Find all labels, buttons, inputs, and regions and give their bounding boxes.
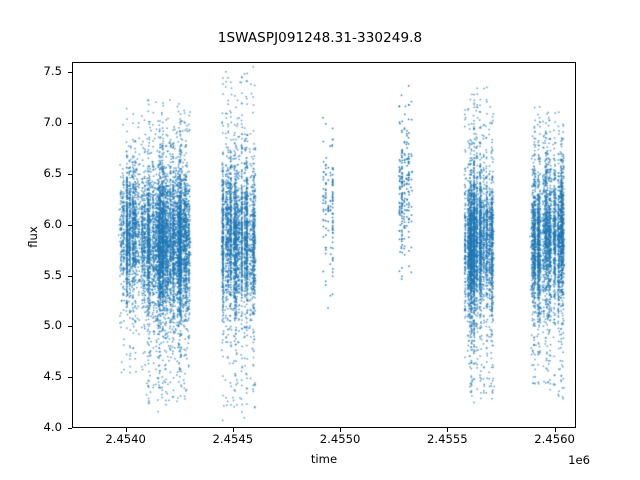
x-tick-label: 2.4555 <box>427 432 468 446</box>
scatter-points-layer <box>73 63 575 427</box>
x-axis-label: time <box>310 452 338 466</box>
chart-title: 1SWASPJ091248.31-330249.8 <box>217 30 423 46</box>
y-tick-mark <box>68 377 72 379</box>
y-axis-label: flux <box>26 226 40 248</box>
y-tick-label: 4.5 <box>43 369 62 384</box>
x-tick-label: 2.4560 <box>534 432 575 446</box>
y-tick-label: 6.0 <box>43 216 62 231</box>
x-tick-label: 2.4540 <box>105 432 146 446</box>
y-tick-label: 7.0 <box>43 115 62 129</box>
x-tick-mark <box>447 428 449 432</box>
plot-area <box>72 62 576 428</box>
x-tick-mark <box>340 428 342 432</box>
y-tick-label: 5.0 <box>43 318 62 333</box>
y-tick-mark <box>68 72 72 74</box>
x-tick-label: 2.4545 <box>212 432 254 446</box>
y-tick-mark <box>68 224 72 226</box>
y-tick-label: 4.0 <box>43 420 62 434</box>
x-tick-mark <box>554 428 556 432</box>
y-axis-label-wrapper: flux <box>26 187 42 277</box>
y-tick-mark <box>68 275 72 277</box>
y-tick-label: 6.5 <box>43 165 62 180</box>
y-tick-mark <box>68 326 72 328</box>
y-tick-label: 5.5 <box>43 267 62 282</box>
y-tick-mark <box>68 123 72 124</box>
x-tick-label: 2.4550 <box>319 432 361 446</box>
y-tick-mark <box>68 173 72 175</box>
y-tick-mark <box>68 428 72 429</box>
x-axis-offset-label: 1e6 <box>568 453 590 467</box>
x-tick-mark <box>125 428 127 432</box>
x-tick-mark <box>232 428 234 432</box>
y-tick-label: 7.5 <box>43 64 62 79</box>
